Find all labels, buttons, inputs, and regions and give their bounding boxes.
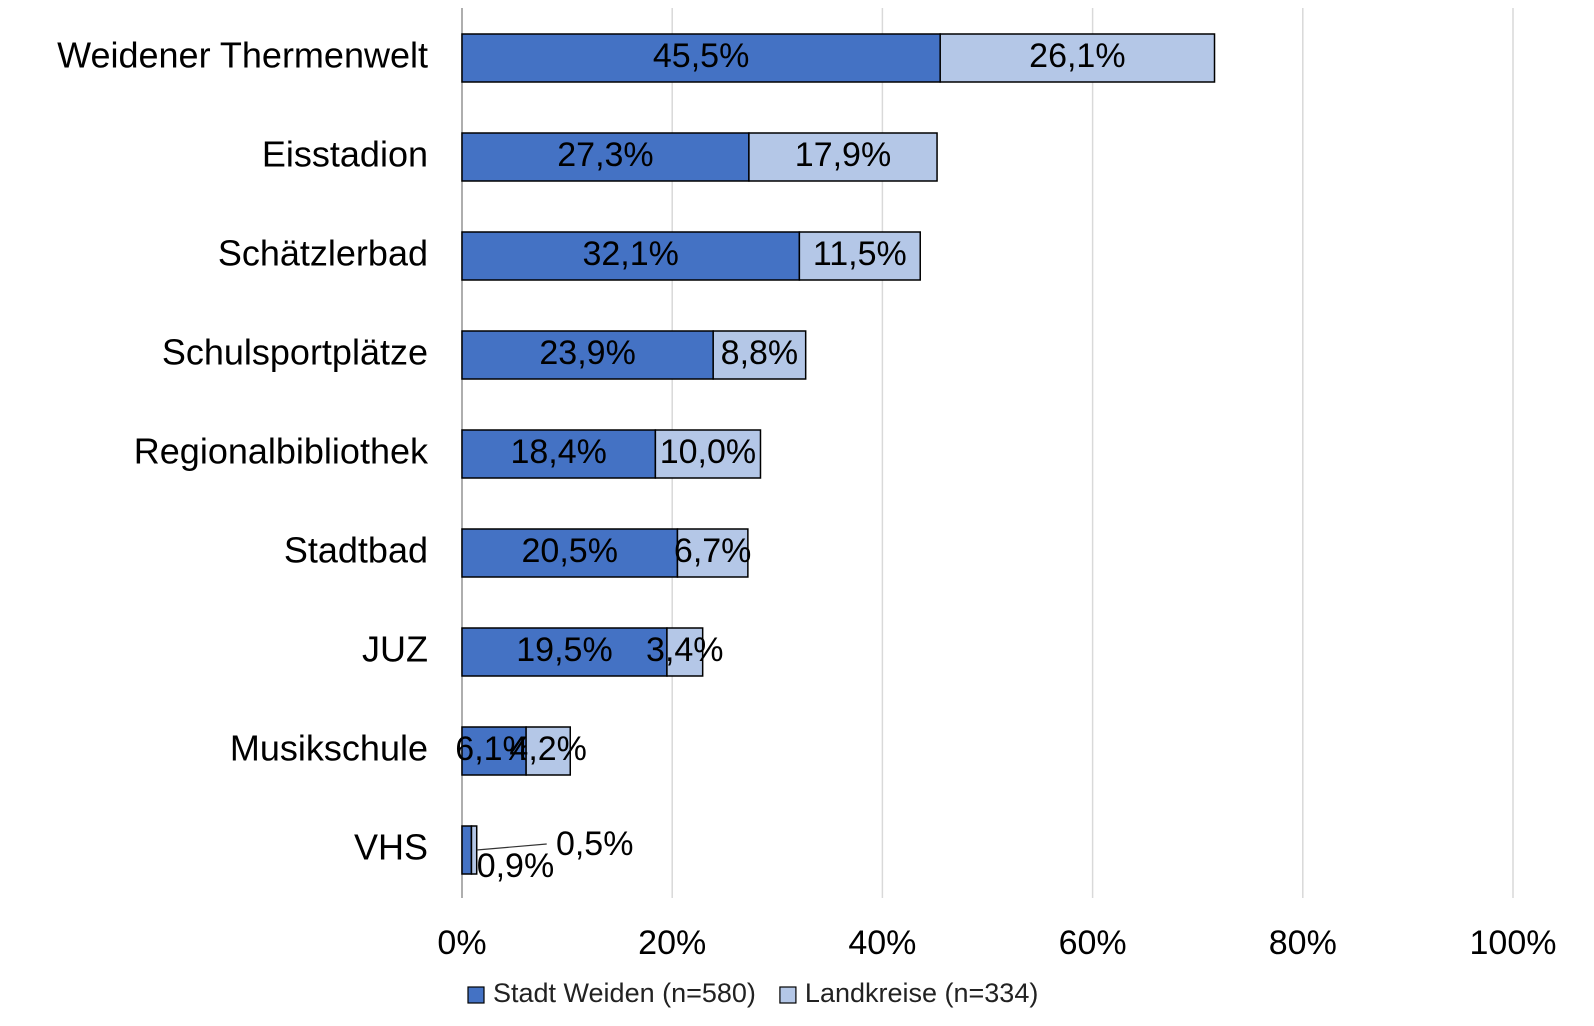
data-label: 6,1% [455, 730, 533, 768]
category-label: JUZ [362, 629, 428, 670]
bar-segment [525, 726, 572, 776]
category-label: Weidener Thermenwelt [57, 35, 428, 76]
data-label: 0,9% [477, 847, 555, 885]
bar-segment [676, 528, 749, 578]
bar-segment [939, 33, 1216, 83]
data-label: 26,1% [1029, 37, 1125, 75]
data-label: 4,2% [509, 730, 587, 768]
category-label: Stadtbad [284, 530, 428, 571]
bar-segment [461, 825, 473, 875]
category-label: VHS [354, 827, 428, 868]
category-label: Schätzlerbad [218, 233, 428, 274]
category-label: Schulsportplätze [162, 332, 428, 373]
category-label: Eisstadion [262, 134, 428, 175]
legend-label: Landkreise (n=334) [805, 978, 1038, 1008]
category-label: Regionalbibliothek [134, 431, 429, 472]
bar-segment [461, 33, 941, 83]
x-tick-label: 40% [848, 924, 916, 962]
category-label: Musikschule [230, 728, 428, 769]
data-label: 3,4% [646, 631, 724, 669]
bar-segment [666, 627, 704, 677]
data-label: 27,3% [557, 136, 653, 174]
legend-swatch [467, 986, 485, 1004]
data-label: 23,9% [539, 334, 635, 372]
bar-segment [712, 330, 807, 380]
data-label: 45,5% [653, 37, 749, 75]
data-label: 6,7% [674, 532, 752, 570]
bar-segment [461, 132, 750, 182]
x-tick-label: 20% [638, 924, 706, 962]
bar-segment [654, 429, 762, 479]
data-label: 20,5% [522, 532, 618, 570]
leader-line [476, 843, 547, 851]
data-label: 32,1% [582, 235, 678, 273]
x-tick-label: 60% [1059, 924, 1127, 962]
legend-label: Stadt Weiden (n=580) [493, 978, 756, 1008]
bar-segment [461, 429, 657, 479]
data-label: 19,5% [516, 631, 612, 669]
data-label: 8,8% [721, 334, 799, 372]
x-tick-label: 100% [1470, 924, 1557, 962]
bar-segment [748, 132, 938, 182]
bar-segment [461, 528, 679, 578]
bar-segment [461, 231, 801, 281]
legend-swatch [779, 986, 797, 1004]
bar-segment [461, 627, 668, 677]
x-tick-label: 80% [1269, 924, 1337, 962]
data-label: 17,9% [795, 136, 891, 174]
data-label: 0,5% [556, 825, 634, 863]
bar-segment [798, 231, 921, 281]
data-label: 11,5% [813, 235, 907, 273]
x-tick-label: 0% [437, 924, 486, 962]
data-label: 10,0% [660, 433, 756, 471]
data-label: 18,4% [510, 433, 606, 471]
bar-segment [470, 825, 478, 875]
